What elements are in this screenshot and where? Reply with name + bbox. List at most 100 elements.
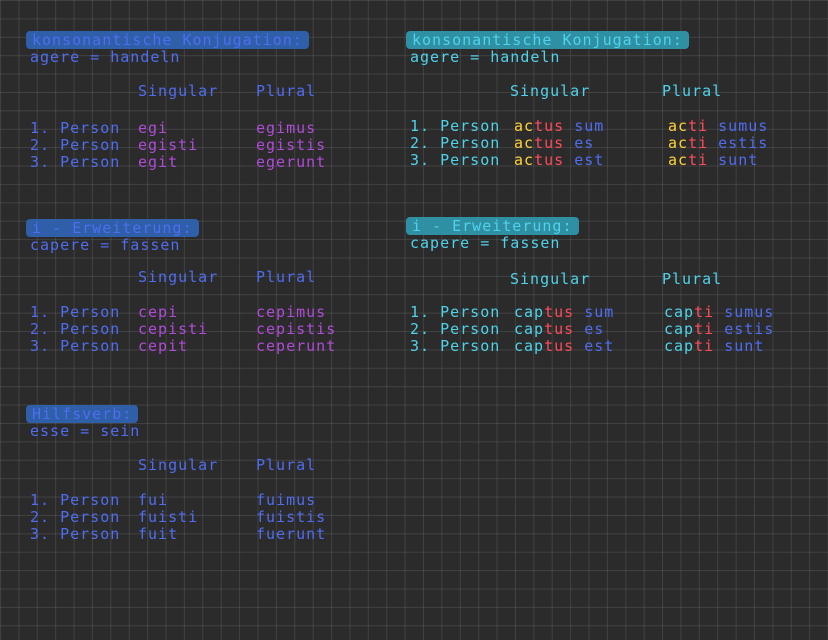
- plural-form: acti estis: [668, 135, 768, 152]
- person-label: 2. Person: [30, 508, 121, 526]
- plural-form: egerunt: [256, 153, 327, 171]
- aux: sunt: [724, 337, 765, 355]
- col-singular: Singular: [138, 268, 219, 286]
- col-plural: Plural: [662, 270, 723, 288]
- plural-form: acti sunt: [668, 152, 758, 169]
- singular-form: cepi: [138, 303, 179, 321]
- person-label: 2. Person: [30, 320, 121, 338]
- stem: cap: [514, 320, 545, 338]
- col-plural: Plural: [662, 82, 723, 100]
- aux: est: [574, 151, 605, 169]
- ending: ti: [688, 134, 709, 152]
- ending: ti: [688, 151, 709, 169]
- ending: tus: [534, 151, 565, 169]
- singular-form: captus es: [514, 321, 604, 338]
- person-label: 3. Person: [410, 337, 501, 355]
- singular-form: egit: [138, 153, 179, 171]
- singular-form: fuit: [138, 525, 179, 543]
- person-label: 3. Person: [410, 151, 501, 169]
- aux: sumus: [718, 117, 769, 135]
- section-subtitle: agere = handeln: [410, 48, 561, 66]
- person-label: 1. Person: [30, 119, 121, 137]
- singular-form: captus est: [514, 338, 614, 355]
- col-singular: Singular: [510, 270, 591, 288]
- plural-form: capti sumus: [664, 304, 774, 321]
- singular-form: fui: [138, 491, 169, 509]
- aux: estis: [724, 320, 775, 338]
- singular-form: actus est: [514, 152, 604, 169]
- stem: ac: [514, 134, 535, 152]
- section-title: Hilfsverb:: [26, 405, 139, 423]
- i-right-section: i - Erweiterung: capere = fassen Singula…: [406, 216, 810, 366]
- person-label: 3. Person: [30, 337, 121, 355]
- person-label: 1. Person: [410, 303, 501, 321]
- ending: ti: [694, 303, 715, 321]
- ending: tus: [544, 337, 575, 355]
- person-label: 3. Person: [30, 153, 121, 171]
- singular-form: egi: [138, 119, 169, 137]
- stem: cap: [664, 320, 695, 338]
- singular-form: fuisti: [138, 508, 199, 526]
- col-plural: Plural: [256, 456, 317, 474]
- person-label: 3. Person: [30, 525, 121, 543]
- section-subtitle: capere = fassen: [410, 234, 561, 252]
- plural-form: cepistis: [256, 320, 337, 338]
- section-subtitle: esse = sein: [30, 422, 141, 440]
- stem: ac: [668, 151, 689, 169]
- person-label: 2. Person: [410, 134, 501, 152]
- aux: sumus: [724, 303, 775, 321]
- stem: cap: [514, 303, 545, 321]
- ending: ti: [688, 117, 709, 135]
- plural-form: capti estis: [664, 321, 774, 338]
- singular-form: cepisti: [138, 320, 209, 338]
- col-plural: Plural: [256, 82, 317, 100]
- singular-form: cepit: [138, 337, 189, 355]
- section-title: i - Erweiterung:: [406, 217, 579, 235]
- aux: es: [574, 134, 595, 152]
- section-title: konsonantische Konjugation:: [406, 31, 689, 49]
- ending: tus: [534, 134, 565, 152]
- section-subtitle: agere = handeln: [30, 48, 181, 66]
- ending: ti: [694, 320, 715, 338]
- stem: ac: [514, 117, 535, 135]
- plural-form: egistis: [256, 136, 327, 154]
- section-title: i - Erweiterung:: [26, 219, 199, 237]
- stem: cap: [664, 337, 695, 355]
- person-label: 2. Person: [410, 320, 501, 338]
- stem: ac: [514, 151, 535, 169]
- plural-form: fuerunt: [256, 525, 327, 543]
- plural-form: acti sumus: [668, 118, 768, 135]
- aux: estis: [718, 134, 769, 152]
- stem: cap: [664, 303, 695, 321]
- ending: tus: [534, 117, 565, 135]
- section-subtitle: capere = fassen: [30, 236, 181, 254]
- ending: ti: [694, 337, 715, 355]
- esse-section: Hilfsverb: esse = sein Singular Plural 1…: [26, 404, 390, 554]
- section-title: konsonantische Konjugation:: [26, 31, 309, 49]
- i-left-section: i - Erweiterung: capere = fassen Singula…: [26, 218, 390, 368]
- person-label: 1. Person: [30, 491, 121, 509]
- col-singular: Singular: [510, 82, 591, 100]
- plural-form: cepimus: [256, 303, 327, 321]
- plural-form: fuimus: [256, 491, 317, 509]
- person-label: 2. Person: [30, 136, 121, 154]
- aux: sum: [574, 117, 605, 135]
- stem: ac: [668, 134, 689, 152]
- kons-right-section: konsonantische Konjugation: agere = hand…: [406, 30, 810, 180]
- col-singular: Singular: [138, 456, 219, 474]
- aux: sum: [584, 303, 615, 321]
- singular-form: captus sum: [514, 304, 614, 321]
- plural-form: fuistis: [256, 508, 327, 526]
- kons-left-section: konsonantische Konjugation: agere = hand…: [26, 30, 390, 180]
- singular-form: egisti: [138, 136, 199, 154]
- person-label: 1. Person: [410, 117, 501, 135]
- stem: ac: [668, 117, 689, 135]
- plural-form: capti sunt: [664, 338, 764, 355]
- aux: sunt: [718, 151, 759, 169]
- singular-form: actus sum: [514, 118, 604, 135]
- ending: tus: [544, 320, 575, 338]
- plural-form: egimus: [256, 119, 317, 137]
- person-label: 1. Person: [30, 303, 121, 321]
- singular-form: actus es: [514, 135, 594, 152]
- plural-form: ceperunt: [256, 337, 337, 355]
